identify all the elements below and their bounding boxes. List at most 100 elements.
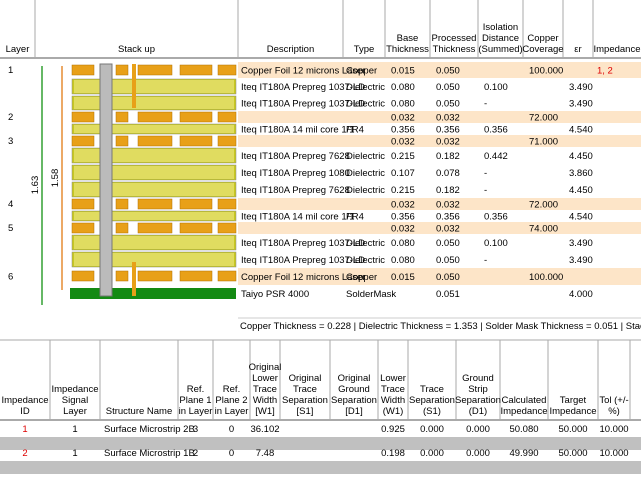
col-header: Trace	[293, 384, 317, 395]
cell: 3.490	[569, 82, 593, 93]
col-header: ID	[20, 406, 30, 417]
col-header: Ground	[462, 373, 494, 384]
cell: 0.078	[436, 168, 460, 179]
col-header: Isolation	[483, 22, 518, 33]
cell: 49.990	[509, 448, 538, 459]
col-header: Separation	[331, 395, 377, 406]
dielectric-shade	[74, 80, 234, 93]
cell: 0.050	[436, 255, 460, 266]
cell: 0.198	[381, 448, 405, 459]
col-header: Signal	[62, 395, 88, 406]
col-header: (W1)	[383, 406, 404, 417]
copper	[71, 135, 95, 147]
cell: 1	[72, 424, 77, 435]
cell: 0	[229, 448, 234, 459]
cell: 0.000	[466, 424, 490, 435]
cell: FR4	[346, 212, 364, 223]
cell: 3.490	[569, 255, 593, 266]
row-bg	[238, 198, 641, 210]
cell: Iteq IT180A Prepreg 1037-LD	[241, 238, 365, 249]
col-header: Description	[267, 44, 315, 55]
col-header: (D1)	[469, 406, 487, 417]
cell: 0.032	[391, 137, 415, 148]
copper	[71, 111, 95, 123]
cell: 0.051	[436, 289, 460, 300]
cell: 0.050	[436, 82, 460, 93]
col-header: Plane 2	[215, 395, 247, 406]
row-bg	[238, 135, 641, 147]
col-header: Original	[289, 373, 322, 384]
cell: 3.860	[569, 168, 593, 179]
col-header: [S1]	[297, 406, 314, 417]
col-header: [W1]	[255, 406, 275, 417]
cell: Copper Foil 12 microns Laser	[241, 272, 366, 283]
col-header: Coverage	[522, 44, 563, 55]
col-header: Lower	[252, 373, 278, 384]
cell: 0.032	[436, 113, 460, 124]
cell: 0.100	[484, 238, 508, 249]
col-header: Original	[249, 362, 282, 373]
cell: -	[484, 185, 487, 196]
dielectric-shade	[74, 149, 234, 162]
cell: 0.032	[436, 200, 460, 211]
cell: 1	[72, 448, 77, 459]
col-header: Tol (+/-	[599, 395, 628, 406]
cell: SolderMask	[346, 289, 396, 300]
dielectric-shade	[74, 183, 234, 196]
cell: 0.356	[436, 125, 460, 136]
drill	[99, 63, 113, 297]
dielectric-shade	[74, 253, 234, 266]
copper	[137, 135, 173, 147]
copper	[217, 135, 237, 147]
cell: 100.000	[529, 66, 563, 77]
col-header: Separation	[282, 395, 328, 406]
cell: Copper	[346, 272, 377, 283]
cell: 0.182	[436, 185, 460, 196]
cell: Iteq IT180A Prepreg 1037-LD	[241, 255, 365, 266]
row-bg	[238, 222, 641, 234]
col-header: εr	[574, 44, 581, 55]
cell: 36.102	[250, 424, 279, 435]
layer-number: 2	[8, 112, 13, 123]
cell: Dielectric	[346, 185, 385, 196]
cell: Iteq IT180A Prepreg 1037-LD	[241, 99, 365, 110]
cell: 7.48	[256, 448, 275, 459]
soldermask	[70, 288, 236, 299]
cell: Iteq IT180A Prepreg 1037-LD	[241, 82, 365, 93]
col-header: Thickness	[433, 44, 476, 55]
dim-outer-label: 1.63	[30, 176, 41, 195]
col-header: Processed	[432, 33, 477, 44]
col-header: (S1)	[423, 406, 441, 417]
cell: 0.080	[391, 255, 415, 266]
copper	[115, 64, 129, 76]
layer-number: 5	[8, 223, 13, 234]
cell: 0.000	[420, 424, 444, 435]
cell: 0.015	[391, 272, 415, 283]
cell: -	[484, 255, 487, 266]
col-header: (Summed)	[478, 44, 522, 55]
row-separator	[0, 461, 641, 474]
col-header: Stack up	[118, 44, 155, 55]
cell: 0.107	[391, 168, 415, 179]
dielectric-shade	[74, 125, 234, 133]
copper	[217, 270, 237, 282]
cell: 0.925	[381, 424, 405, 435]
dielectric-shade	[74, 97, 234, 109]
cell: 0.032	[436, 137, 460, 148]
col-header: Layer	[6, 44, 30, 55]
cell: 0.356	[484, 212, 508, 223]
cell: Dielectric	[346, 255, 385, 266]
col-header: Calculated	[502, 395, 547, 406]
col-header: Trace	[381, 384, 405, 395]
copper	[71, 222, 95, 234]
copper	[217, 64, 237, 76]
dielectric-shade	[74, 212, 234, 220]
cell: Copper	[346, 66, 377, 77]
cell: 50.080	[509, 424, 538, 435]
cell: 2	[22, 448, 27, 459]
cell: 72.000	[529, 200, 558, 211]
layer-number: 1	[8, 65, 13, 76]
cell: 0.215	[391, 185, 415, 196]
cell: 4.450	[569, 151, 593, 162]
